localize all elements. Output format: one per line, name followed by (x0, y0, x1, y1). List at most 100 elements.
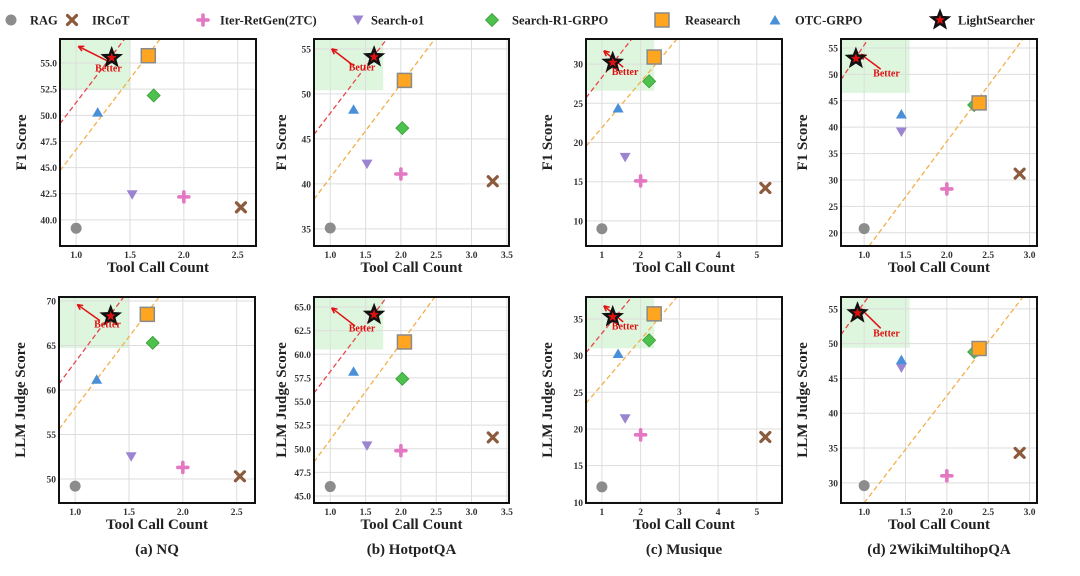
point-r1 (395, 371, 410, 386)
subplot-caption: (d) 2WikiMultihopQA (867, 542, 1011, 558)
y-axis-label: F1 Score (795, 114, 811, 170)
y-tick-label: 40.0 (40, 216, 57, 226)
arrow-head-icon (330, 48, 338, 55)
point-rag (70, 222, 82, 234)
legend-item-ls: LightSearcher (928, 8, 1035, 30)
x-tick-label: 1.0 (858, 508, 870, 518)
y-tick-label: 57.5 (294, 374, 311, 384)
point-o1 (619, 414, 631, 424)
point-o1 (895, 127, 907, 137)
point-rag (858, 480, 870, 492)
y-tick-label: 35 (574, 315, 584, 325)
x-tick-label: 2.5 (982, 508, 994, 518)
plot-area (60, 39, 256, 246)
y-tick-label: 47.5 (294, 469, 311, 479)
y-tick-label: 25 (574, 100, 584, 110)
plot-area (841, 297, 1037, 503)
legend-label: LightSearcher (958, 14, 1035, 28)
plot-frame (585, 38, 783, 247)
point-r1 (642, 74, 657, 89)
y-tick-label: 52.5 (294, 422, 311, 432)
point-ls (362, 302, 386, 325)
y-tick-label: 10 (574, 499, 584, 509)
legend-item-iter: Iter-RetGen(2TC) (196, 13, 317, 28)
point-o1 (361, 159, 373, 170)
y-tick-label: 20 (574, 139, 584, 149)
plot-frame (313, 38, 510, 247)
y-tick-label: 40 (829, 410, 839, 420)
point-rea (396, 72, 413, 89)
otc-legend-marker (769, 15, 781, 25)
point-o1 (126, 190, 138, 200)
y-axis-label: LLM Judge Score (540, 342, 556, 458)
better-arrow (331, 307, 356, 327)
point-ircot (486, 431, 499, 444)
legend: RAG IRCoT Iter-RetGen(2TC) Search-o1 Search-… (5, 8, 1035, 30)
subplot-caption: (c) Musique (646, 542, 723, 558)
x-tick-label: 2 (638, 508, 643, 518)
legend-label: Reasearch (685, 14, 740, 28)
y-tick-label: 45.0 (40, 164, 57, 174)
better-arrow (77, 45, 113, 64)
x-axis-label: Tool Call Count (361, 517, 463, 533)
better-label: Better (349, 63, 376, 74)
y-tick-label: 50.0 (294, 445, 311, 455)
plot-area (314, 39, 509, 246)
point-rea (646, 306, 662, 322)
point-ls (844, 46, 868, 69)
point-ircot (1013, 167, 1026, 180)
y-axis-label: LLM Judge Score (795, 342, 811, 458)
y-tick-label: 50 (47, 475, 57, 485)
y-tick-label: 40 (829, 124, 839, 134)
x-tick-label: 5 (754, 508, 759, 518)
o1-legend-marker (352, 15, 364, 25)
better-arrow (331, 48, 354, 66)
point-iter (177, 190, 191, 204)
y-tick-label: 50 (829, 340, 839, 350)
point-otc (612, 348, 624, 358)
x-axis-label: Tool Call Count (888, 517, 990, 533)
x-tick-label: 3 (677, 251, 682, 261)
legend-label: IRCoT (92, 14, 130, 28)
y-axis-label: LLM Judge Score (274, 342, 290, 458)
x-tick-label: 5 (754, 251, 759, 261)
x-tick-label: 2.5 (982, 251, 994, 261)
y-tick-label: 45 (829, 375, 839, 385)
point-ircot (233, 470, 247, 483)
point-iter (940, 182, 954, 196)
point-ircot (486, 175, 499, 188)
point-iter (394, 443, 408, 458)
point-otc (895, 108, 907, 119)
plot-area (586, 297, 782, 503)
x-tick-label: 2.5 (231, 508, 243, 518)
plot-frame (840, 296, 1038, 504)
y-tick-label: 35 (829, 445, 839, 455)
legend-item-ircot: IRCoT (65, 14, 130, 28)
point-ircot (759, 430, 772, 444)
rea-legend-marker (654, 12, 670, 28)
point-rag (69, 480, 81, 492)
x-axis-label: Tool Call Count (106, 517, 208, 533)
x-tick-label: 3 (677, 508, 682, 518)
legend-item-rea: Reasearch (654, 12, 740, 28)
y-tick-label: 20 (574, 425, 584, 435)
y-tick-label: 35 (302, 225, 312, 235)
y-tick-label: 60 (47, 386, 57, 396)
y-tick-label: 50.0 (40, 112, 57, 122)
arrow-head-icon (603, 305, 610, 312)
y-tick-label: 42.5 (40, 190, 57, 200)
point-ls (601, 304, 625, 327)
x-tick-label: 4 (716, 508, 721, 518)
point-r1 (395, 121, 410, 136)
x-tick-label: 2.0 (177, 508, 189, 518)
y-tick-label: 65 (47, 342, 57, 352)
x-tick-label: 1.0 (324, 251, 336, 261)
legend-label: Search-o1 (371, 14, 424, 28)
point-otc (348, 104, 360, 114)
x-tick-label: 1 (600, 508, 605, 518)
x-tick-label: 1.5 (900, 251, 912, 261)
point-otc (92, 107, 104, 117)
arrow-head-icon (77, 45, 85, 52)
x-tick-label: 2.0 (941, 251, 953, 261)
y-tick-label: 50 (829, 71, 839, 81)
